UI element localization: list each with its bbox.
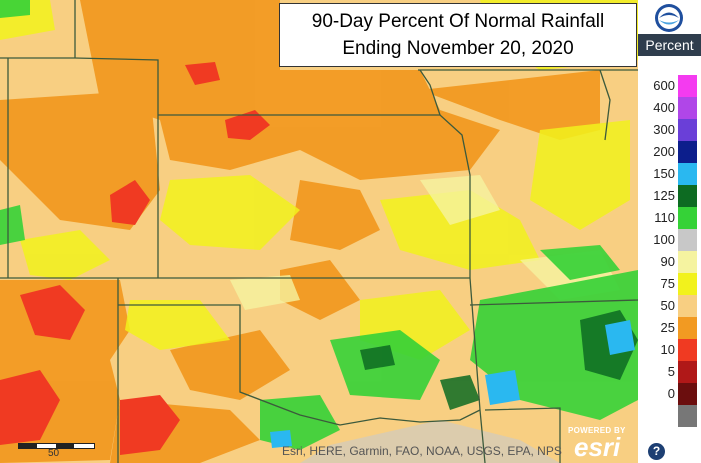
legend-item-label: 600 bbox=[653, 78, 675, 93]
legend-item-label: 90 bbox=[660, 254, 675, 269]
scale-segment bbox=[56, 444, 74, 448]
state-boundaries bbox=[0, 0, 639, 463]
esri-powered-text: POWERED BY bbox=[568, 426, 626, 435]
esri-logo: POWERED BY esri bbox=[568, 426, 634, 462]
legend-swatch bbox=[678, 185, 697, 207]
legend-item: 600 bbox=[638, 75, 701, 97]
legend-item: 90 bbox=[638, 251, 701, 273]
legend-item: 110 bbox=[638, 207, 701, 229]
legend-swatch bbox=[678, 273, 697, 295]
legend-swatch bbox=[678, 207, 697, 229]
legend-item bbox=[638, 405, 701, 427]
legend-swatch bbox=[678, 251, 697, 273]
legend-item-label: 75 bbox=[660, 276, 675, 291]
esri-wordmark: esri bbox=[574, 432, 621, 462]
legend-item-label: 150 bbox=[653, 166, 675, 181]
legend-item-label: 125 bbox=[653, 188, 675, 203]
legend-swatch bbox=[678, 405, 697, 427]
legend-item-label: 110 bbox=[654, 210, 675, 225]
scale-segment bbox=[19, 444, 37, 448]
legend-swatch bbox=[678, 317, 697, 339]
scale-label: 50 bbox=[48, 448, 60, 459]
legend-item-label: 400 bbox=[653, 100, 675, 115]
title-line-1: 90-Day Percent Of Normal Rainfall bbox=[311, 11, 605, 32]
legend-swatch bbox=[678, 75, 697, 97]
noaa-logo-icon bbox=[655, 4, 683, 32]
legend-item: 150 bbox=[638, 163, 701, 185]
scale-line bbox=[18, 443, 95, 449]
legend-item-label: 200 bbox=[653, 144, 675, 159]
legend-swatch bbox=[678, 295, 697, 317]
legend-item: 200 bbox=[638, 141, 701, 163]
legend-item-label: 10 bbox=[660, 342, 675, 357]
legend-item-label: 5 bbox=[667, 364, 675, 379]
legend-swatch bbox=[678, 163, 697, 185]
legend-item: 25 bbox=[638, 317, 701, 339]
legend-title: Percent bbox=[638, 34, 701, 56]
legend-item: 125 bbox=[638, 185, 701, 207]
legend-swatch bbox=[678, 361, 697, 383]
legend-item: 0 bbox=[638, 383, 701, 405]
title-line-2: Ending November 20, 2020 bbox=[342, 38, 574, 59]
map-title: 90-Day Percent Of Normal Rainfall Ending… bbox=[279, 3, 637, 67]
legend-item-label: 100 bbox=[653, 232, 675, 247]
legend-swatch bbox=[678, 383, 697, 405]
zone-10-25 bbox=[0, 62, 270, 455]
zone-150-200 bbox=[270, 320, 635, 448]
legend-item: 400 bbox=[638, 97, 701, 119]
legend-item-label: 25 bbox=[660, 320, 675, 335]
legend-swatch bbox=[678, 97, 697, 119]
legend-item: 50 bbox=[638, 295, 701, 317]
legend-item: 75 bbox=[638, 273, 701, 295]
legend-item-label: 0 bbox=[667, 386, 675, 401]
legend-swatch bbox=[678, 119, 697, 141]
help-icon[interactable]: ? bbox=[648, 443, 665, 460]
scale-bar: 50 bbox=[18, 440, 118, 460]
legend-item: 100 bbox=[638, 229, 701, 251]
legend-panel: Percent 600 400 300 200 150 125 110 100 90 75 50 25… bbox=[638, 0, 701, 463]
legend-item-label: 50 bbox=[660, 298, 675, 313]
legend-item: 5 bbox=[638, 361, 701, 383]
legend-swatch bbox=[678, 339, 697, 361]
legend-item: 10 bbox=[638, 339, 701, 361]
legend-swatch bbox=[678, 141, 697, 163]
legend-item: 300 bbox=[638, 119, 701, 141]
legend-swatch bbox=[678, 229, 697, 251]
legend-item-label: 300 bbox=[653, 122, 675, 137]
map-attribution: Esri, HERE, Garmin, FAO, NOAA, USGS, EPA… bbox=[282, 444, 562, 458]
gulf-area bbox=[300, 420, 560, 463]
